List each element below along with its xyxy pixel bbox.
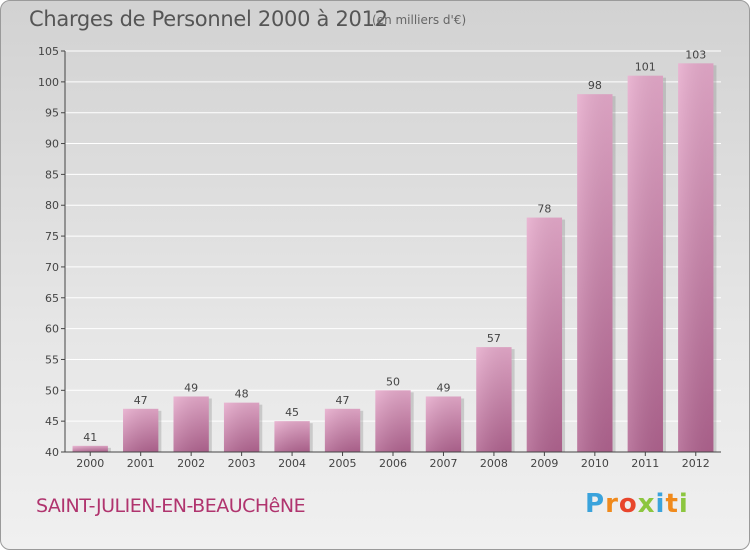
y-tick-label: 45 xyxy=(45,415,59,428)
logo-letter: P xyxy=(585,489,606,519)
bar-highlight xyxy=(425,396,462,452)
y-tick-label: 50 xyxy=(45,384,59,397)
proxiti-logo[interactable]: Proxiti xyxy=(585,489,689,519)
bar-highlight xyxy=(274,421,310,452)
y-tick-label: 90 xyxy=(45,138,59,151)
x-tick-label-2000: 2000 xyxy=(76,457,104,470)
bars xyxy=(72,63,717,452)
data-label-2010: 98 xyxy=(588,79,602,92)
logo-letter: i xyxy=(655,489,666,519)
y-tick-label: 80 xyxy=(45,199,59,212)
x-tick-label-2011: 2011 xyxy=(631,457,659,470)
logo-letter: x xyxy=(637,489,656,519)
y-tick-label: 55 xyxy=(45,353,59,366)
data-label-2005: 47 xyxy=(336,394,350,407)
data-label-2002: 49 xyxy=(184,381,198,394)
bar-highlight xyxy=(173,396,209,452)
data-label-2007: 49 xyxy=(436,381,450,394)
chart-title: Charges de Personnel 2000 à 2012 xyxy=(29,7,388,31)
bar-highlight xyxy=(324,408,361,452)
x-tick-label-2005: 2005 xyxy=(329,457,357,470)
logo-letter: i xyxy=(678,489,689,519)
y-tick-label: 40 xyxy=(45,446,59,459)
y-tick-label: 65 xyxy=(45,292,59,305)
x-tick-label-2006: 2006 xyxy=(379,457,407,470)
x-tick-label-2010: 2010 xyxy=(581,457,609,470)
logo-letter: o xyxy=(618,489,638,519)
x-tick-label-2007: 2007 xyxy=(429,457,457,470)
data-label-2011: 101 xyxy=(635,61,656,74)
chart-subtitle: (en milliers d'€) xyxy=(372,13,467,27)
y-tick-label: 60 xyxy=(45,323,59,336)
data-label-2003: 48 xyxy=(235,388,249,401)
x-tick-label-2008: 2008 xyxy=(480,457,508,470)
data-label-2000: 41 xyxy=(83,431,97,444)
data-label-2006: 50 xyxy=(386,375,400,388)
data-label-2001: 47 xyxy=(134,394,148,407)
bar-highlight xyxy=(123,408,159,452)
x-tick-label-2004: 2004 xyxy=(278,457,306,470)
data-label-2008: 57 xyxy=(487,332,501,345)
bar-highlight xyxy=(526,217,563,452)
bar-highlight xyxy=(627,75,663,452)
x-tick-label-2002: 2002 xyxy=(177,457,205,470)
bar-highlight xyxy=(375,390,411,452)
bar-highlight xyxy=(678,63,714,452)
y-tick-label: 100 xyxy=(38,76,59,89)
y-tick-label: 95 xyxy=(45,107,59,120)
bar-highlight xyxy=(72,445,108,452)
y-tick-label: 85 xyxy=(45,168,59,181)
axes: 40 45 50 55 60 65 70 75 80 85 90 95 100 105 2000 2001 20… xyxy=(38,45,721,470)
data-labels: 41 47 49 48 45 47 50 49 57 78 98 101 103 xyxy=(83,48,706,443)
data-label-2012: 103 xyxy=(685,48,706,61)
bar-highlight xyxy=(577,94,613,452)
bar-highlight xyxy=(223,402,260,452)
y-tick-label: 75 xyxy=(45,230,59,243)
logo-letter: t xyxy=(665,489,679,519)
x-tick-label-2001: 2001 xyxy=(127,457,155,470)
data-label-2004: 45 xyxy=(285,406,299,419)
bar-highlight xyxy=(476,347,512,452)
x-tick-label-2009: 2009 xyxy=(530,457,558,470)
x-tick-label-2012: 2012 xyxy=(682,457,710,470)
data-label-2009: 78 xyxy=(537,203,551,216)
commune-name: SAINT-JULIEN-EN-BEAUCHêNE xyxy=(36,495,306,517)
x-tick-label-2003: 2003 xyxy=(228,457,256,470)
logo-letter: r xyxy=(605,489,619,519)
y-tick-label: 105 xyxy=(38,45,59,58)
y-tick-label: 70 xyxy=(45,261,59,274)
